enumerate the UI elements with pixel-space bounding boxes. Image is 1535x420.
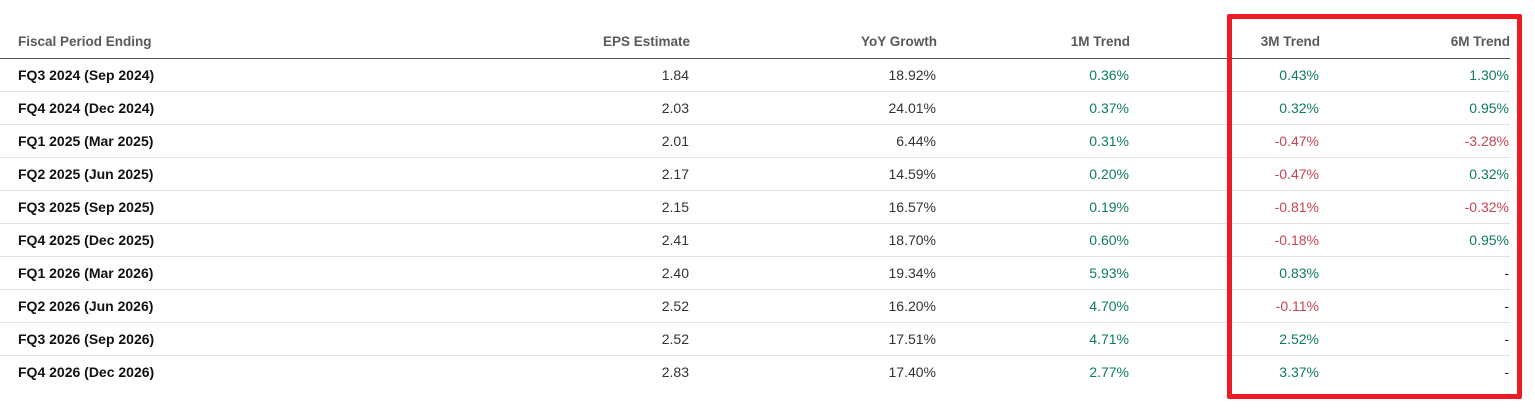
column-header-yoy-growth: YoY Growth [690, 0, 937, 59]
trend-3m-cell: -0.81% [1130, 190, 1320, 224]
yoy-growth-cell: 6.44% [690, 124, 937, 158]
trend-1m-cell: 5.93% [937, 256, 1130, 290]
column-header-3m-trend: 3M Trend [1130, 0, 1320, 59]
column-header-1m-trend: 1M Trend [937, 0, 1130, 59]
table-row: FQ1 2026 (Mar 2026) 2.40 19.34% 5.93% 0.… [0, 256, 1510, 290]
trend-6m-cell: - [1320, 289, 1510, 323]
yoy-growth-cell: 19.34% [690, 256, 937, 290]
trend-1m-cell: 4.71% [937, 322, 1130, 356]
yoy-growth-cell: 16.20% [690, 289, 937, 323]
trend-3m-cell: 0.32% [1130, 91, 1320, 125]
trend-6m-cell: 0.32% [1320, 157, 1510, 191]
fiscal-period-cell: FQ1 2025 (Mar 2025) [0, 124, 420, 158]
trend-1m-cell: 0.36% [937, 58, 1130, 92]
table-row: FQ4 2025 (Dec 2025) 2.41 18.70% 0.60% -0… [0, 223, 1510, 257]
eps-estimate-cell: 2.52 [420, 289, 690, 323]
trend-3m-cell: 2.52% [1130, 322, 1320, 356]
trend-3m-cell: 0.43% [1130, 58, 1320, 92]
eps-estimates-table: Fiscal Period Ending EPS Estimate YoY Gr… [0, 0, 1510, 388]
fiscal-period-cell: FQ4 2025 (Dec 2025) [0, 223, 420, 257]
eps-estimate-cell: 2.52 [420, 322, 690, 356]
yoy-growth-cell: 17.40% [888, 363, 936, 380]
eps-estimate-cell: 2.41 [420, 223, 690, 257]
eps-estimate-cell: 2.15 [420, 190, 690, 224]
header-row: Fiscal Period Ending EPS Estimate YoY Gr… [0, 0, 1510, 59]
yoy-growth-cell: 18.92% [690, 58, 937, 92]
trend-3m-cell: 0.83% [1130, 256, 1320, 290]
eps-estimate-cell: 1.84 [420, 58, 690, 92]
trend-1m-cell: 0.20% [937, 157, 1130, 191]
trend-1m-cell: 0.37% [937, 91, 1130, 125]
trend-1m-cell: 0.31% [937, 124, 1130, 158]
trend-3m-cell: -0.47% [1130, 157, 1320, 191]
column-header-6m-trend: 6M Trend [1320, 0, 1510, 59]
table-row: FQ4 2026 (Dec 2026) 2.83 17.40% 2.77% 3.… [0, 355, 1510, 388]
trend-3m-cell: -0.47% [1130, 124, 1320, 158]
column-header-fiscal-period-ending: Fiscal Period Ending [0, 0, 420, 59]
yoy-growth-cell: 16.57% [690, 190, 937, 224]
table-row: FQ3 2026 (Sep 2026) 2.52 17.51% 4.71% 2.… [0, 322, 1510, 356]
trend-1m-cell: 0.19% [937, 190, 1130, 224]
trend-6m-cell: -0.32% [1320, 190, 1510, 224]
trend-6m-cell: 0.95% [1320, 223, 1510, 257]
trend-6m-cell: -3.28% [1320, 124, 1510, 158]
trend-6m-cell: 0.95% [1320, 91, 1510, 125]
trend-1m-cell: 2.77% [1089, 363, 1129, 380]
fiscal-period-cell: FQ3 2025 (Sep 2025) [0, 190, 420, 224]
eps-estimate-cell: 2.03 [420, 91, 690, 125]
trend-3m-cell: -0.18% [1130, 223, 1320, 257]
fiscal-period-cell: FQ3 2026 (Sep 2026) [0, 322, 420, 356]
yoy-growth-cell: 14.59% [690, 157, 937, 191]
table-row: FQ1 2025 (Mar 2025) 2.01 6.44% 0.31% -0.… [0, 124, 1510, 158]
fiscal-period-cell: FQ1 2026 (Mar 2026) [0, 256, 420, 290]
trend-3m-cell: 3.37% [1279, 363, 1319, 380]
column-header-eps-estimate: EPS Estimate [420, 0, 690, 59]
trend-1m-cell: 4.70% [937, 289, 1130, 323]
fiscal-period-cell: FQ2 2025 (Jun 2025) [0, 157, 420, 191]
fiscal-period-cell: FQ4 2024 (Dec 2024) [0, 91, 420, 125]
eps-estimate-cell: 2.83 [661, 363, 689, 380]
yoy-growth-cell: 18.70% [690, 223, 937, 257]
fiscal-period-cell: FQ3 2024 (Sep 2024) [0, 58, 420, 92]
trend-6m-cell: - [1320, 256, 1510, 290]
table-body: FQ3 2024 (Sep 2024) 1.84 18.92% 0.36% 0.… [0, 58, 1510, 388]
trend-6m-cell: - [1504, 363, 1509, 380]
trend-6m-cell: 1.30% [1320, 58, 1510, 92]
table-row: FQ3 2025 (Sep 2025) 2.15 16.57% 0.19% -0… [0, 190, 1510, 224]
trend-3m-cell: -0.11% [1130, 289, 1320, 323]
yoy-growth-cell: 17.51% [690, 322, 937, 356]
eps-estimate-cell: 2.01 [420, 124, 690, 158]
trend-1m-cell: 0.60% [937, 223, 1130, 257]
trend-6m-cell: - [1320, 322, 1510, 356]
table-row: FQ2 2026 (Jun 2026) 2.52 16.20% 4.70% -0… [0, 289, 1510, 323]
table-row: FQ4 2024 (Dec 2024) 2.03 24.01% 0.37% 0.… [0, 91, 1510, 125]
yoy-growth-cell: 24.01% [690, 91, 937, 125]
eps-estimate-cell: 2.17 [420, 157, 690, 191]
table-row: FQ2 2025 (Jun 2025) 2.17 14.59% 0.20% -0… [0, 157, 1510, 191]
eps-estimate-cell: 2.40 [420, 256, 690, 290]
table-row: FQ3 2024 (Sep 2024) 1.84 18.92% 0.36% 0.… [0, 58, 1510, 92]
fiscal-period-cell: FQ4 2026 (Dec 2026) [18, 363, 155, 380]
fiscal-period-cell: FQ2 2026 (Jun 2026) [0, 289, 420, 323]
